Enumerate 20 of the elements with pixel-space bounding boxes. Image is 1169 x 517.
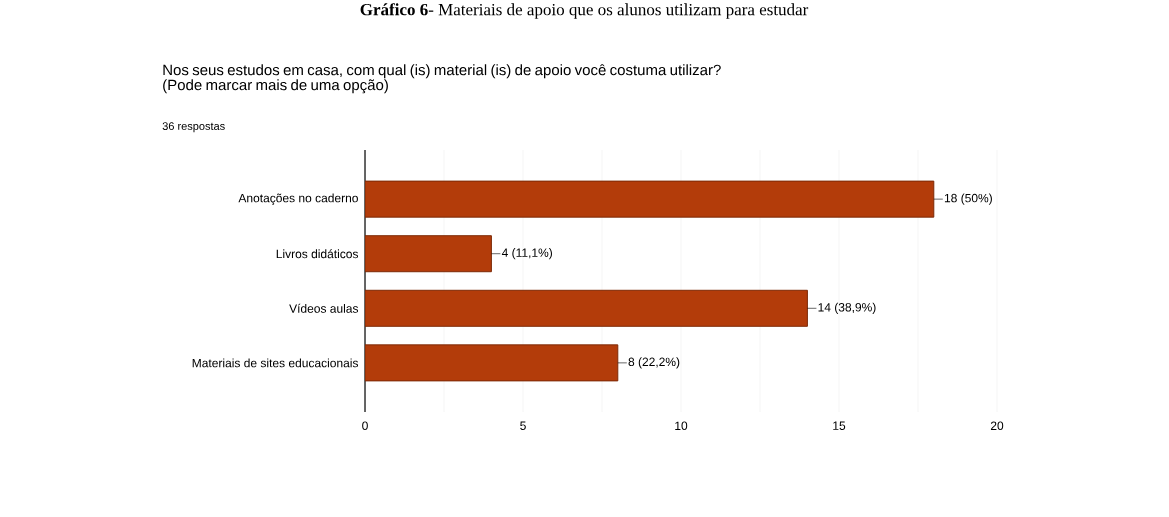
bar	[365, 344, 619, 382]
bar	[365, 289, 808, 327]
text: 36 respostas	[162, 122, 225, 133]
x-tick-label: 20	[990, 421, 1004, 431]
x-tick-label: 15	[833, 421, 846, 430]
y-tick-label: Anotações no caderno	[238, 193, 358, 205]
y-tick-label: Materiais de sites educacionais	[192, 358, 359, 368]
x-tick-label: 5	[520, 421, 526, 430]
x-tick-label: 10	[675, 421, 688, 431]
y-tick-label: Livros didáticos	[276, 249, 359, 259]
x-tick-label: 0	[362, 421, 368, 431]
chart-subtitle: Nos seus estudos em casa, com qual (is) material (is) de apoio você costuma utilizar? (Pode marcar mais de uma opção)	[163, 64, 721, 94]
y-tick-label: Vídeos aulas	[289, 303, 359, 313]
data-label: 14 (38,9%)	[818, 302, 876, 314]
bar	[365, 180, 935, 218]
data-label: 8 (22,2%)	[628, 357, 680, 369]
bar	[365, 235, 492, 273]
data-label: 18 (50%)	[944, 193, 992, 205]
chart-title: Gráfico 6- Materiais de apoio que os alunos utilizam para estudar	[360, 3, 809, 19]
data-label: 4 (11,1%)	[501, 248, 552, 260]
